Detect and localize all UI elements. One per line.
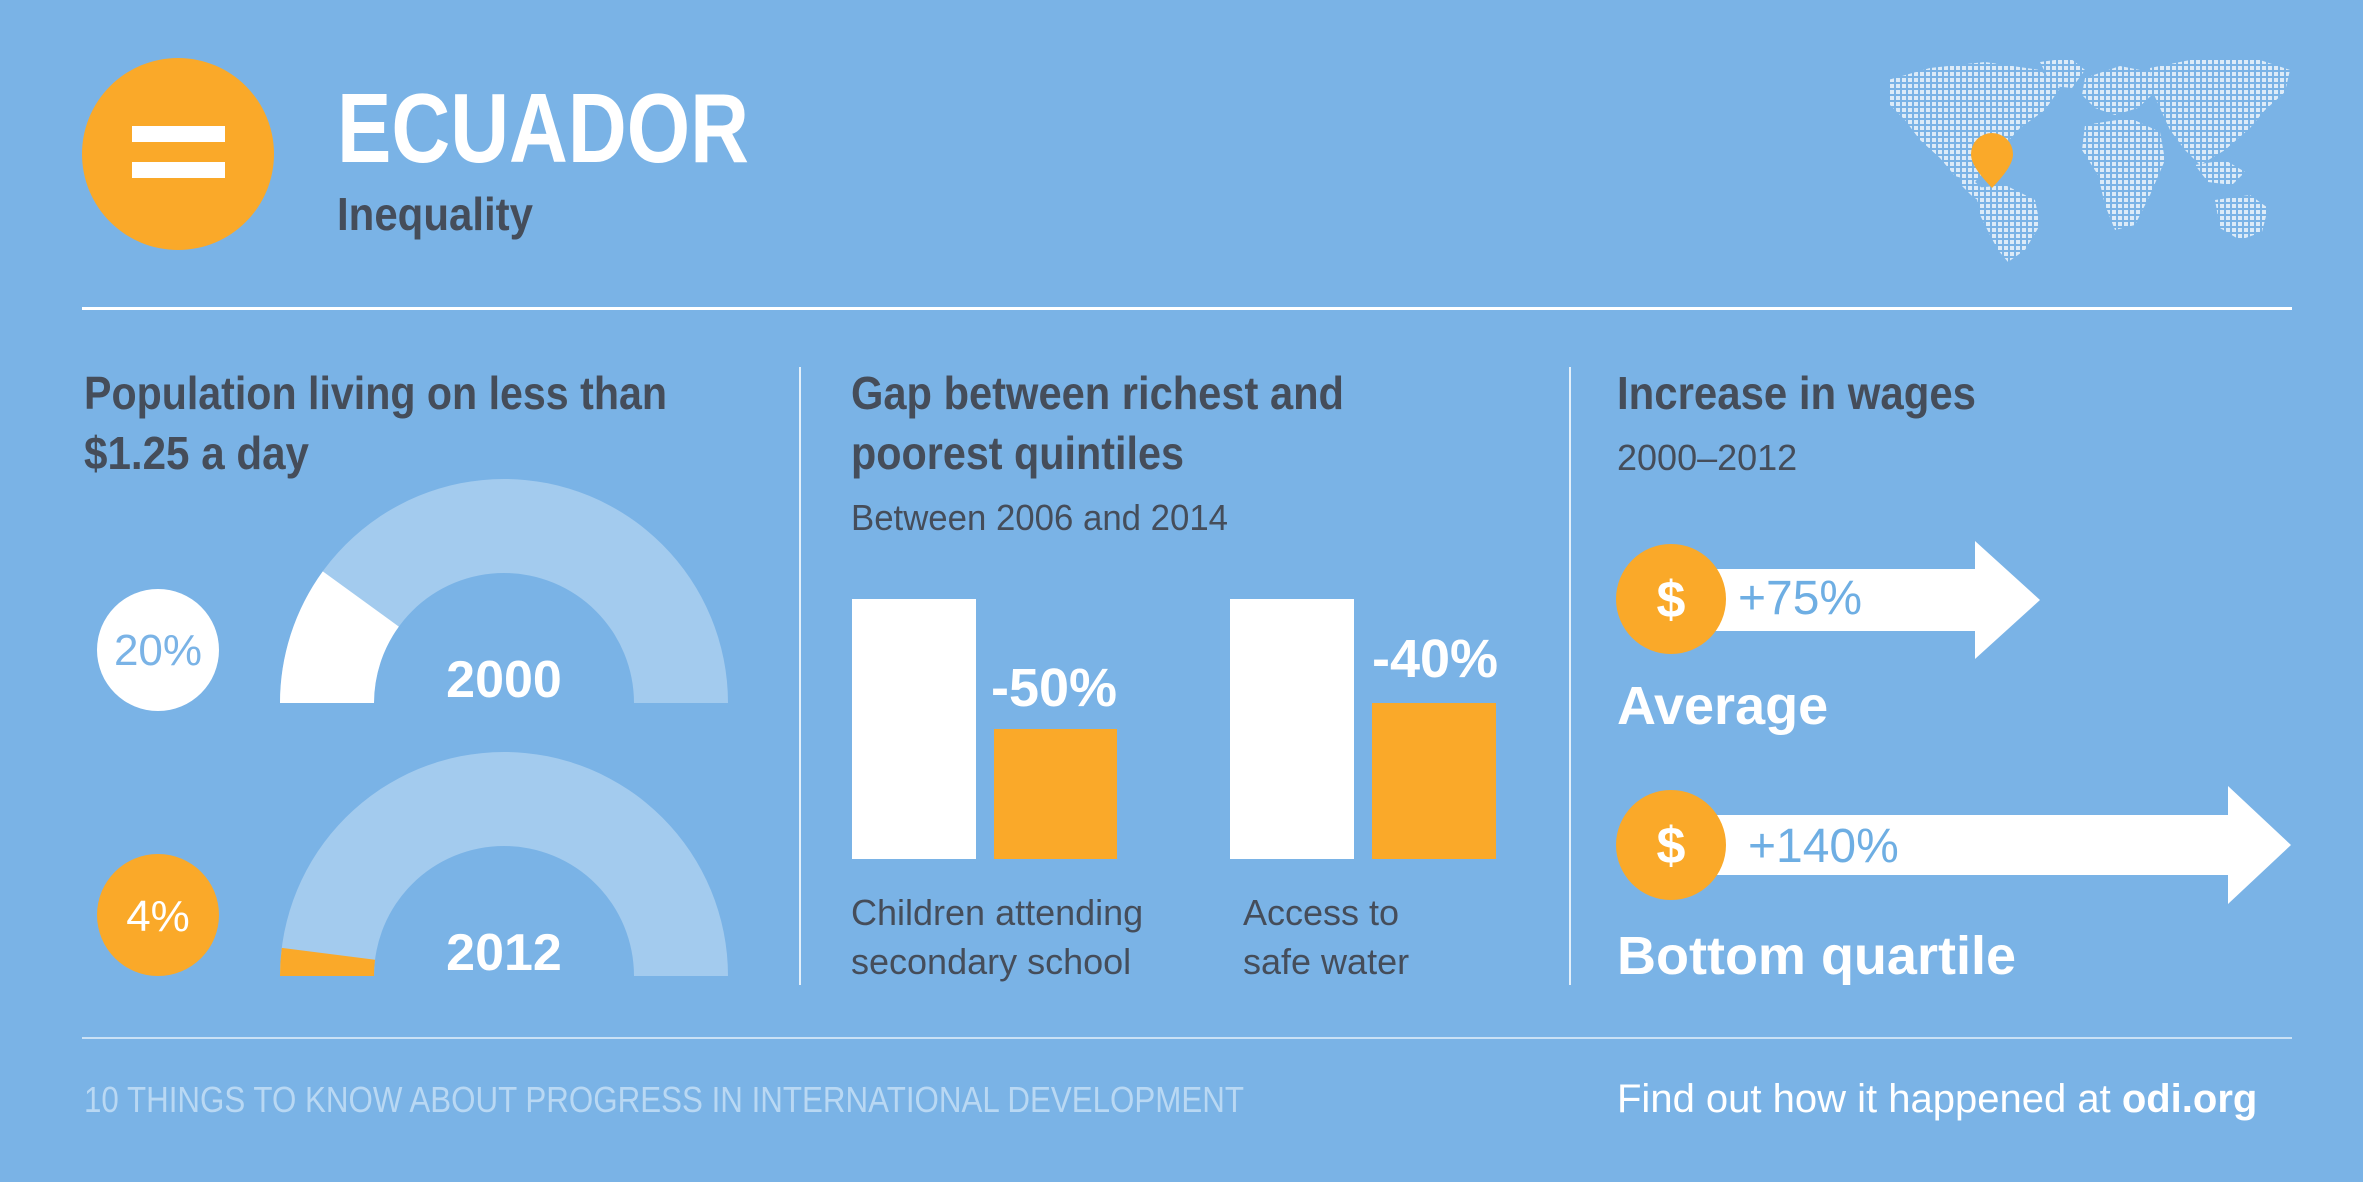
dollar-icon (1616, 544, 1726, 654)
gauge-track (280, 479, 728, 703)
wage-arrow (1705, 786, 2291, 904)
gap-subheading: Between 2006 and 2014 (851, 497, 1228, 538)
equals-icon (82, 58, 274, 250)
gap-heading: poorest quintiles (851, 427, 1184, 479)
percent-badge (97, 854, 219, 976)
poverty-heading: $1.25 a day (84, 427, 309, 479)
bar-change-label: -40% (1372, 629, 1498, 689)
wage-increase-value: +140% (1748, 820, 1899, 873)
header: ECUADOR Inequality (82, 58, 2292, 310)
percent-badge (97, 589, 219, 711)
bar-category-label: safe water (1243, 941, 1409, 982)
wages-section: Increase in wages 2000–2012 $ +75% Avera… (1616, 367, 2291, 986)
wage-increase-value: +75% (1738, 572, 1862, 625)
wages-period: 2000–2012 (1617, 437, 1797, 478)
section-divider (1569, 367, 1571, 985)
world-map-dotted-icon (1888, 58, 2290, 262)
gauge-track (280, 752, 728, 976)
poverty-heading: Population living on less than (84, 367, 667, 419)
gauge-year-label: 2000 (446, 651, 562, 709)
footer-divider (82, 1037, 2292, 1039)
bar-category-label: secondary school (851, 941, 1131, 982)
section-divider (799, 367, 801, 985)
dollar-symbol: $ (1657, 571, 1686, 629)
page-subtitle: Inequality (337, 188, 533, 240)
wage-group-label: Bottom quartile (1617, 926, 2016, 986)
footer-cta: Find out how it happened at odi.org (1617, 1077, 2257, 1121)
page-title: ECUADOR (337, 73, 749, 183)
dollar-icon (1616, 790, 1726, 900)
poverty-gauge-2012 (280, 752, 728, 976)
bar-category-label: Access to (1243, 892, 1399, 933)
bar-reduced (1372, 703, 1496, 859)
wage-arrow (1705, 541, 2040, 659)
map-pin-icon (1971, 133, 2013, 188)
gauge-fill (280, 947, 376, 976)
footer-tagline: 10 THINGS TO KNOW ABOUT PROGRESS IN INTE… (84, 1079, 1244, 1120)
wages-heading: Increase in wages (1617, 367, 1976, 419)
percent-value: 4% (126, 892, 190, 941)
bar-change-label: -50% (991, 658, 1117, 718)
footer-cta-text: Find out how it happened at (1617, 1077, 2122, 1121)
footer-link[interactable]: odi.org (2122, 1077, 2258, 1121)
dollar-symbol: $ (1657, 817, 1686, 875)
percent-value: 20% (114, 626, 202, 675)
bar-reduced (994, 729, 1117, 859)
bar-baseline (852, 599, 976, 859)
bar-category-label: Children attending (851, 892, 1143, 933)
bar-baseline (1230, 599, 1354, 859)
gauge-year-label: 2012 (446, 924, 562, 982)
header-divider (82, 307, 2292, 310)
poverty-gauge-2000 (280, 479, 728, 703)
gap-section: Gap between richest and poorest quintile… (851, 367, 1498, 982)
poverty-section: Population living on less than $1.25 a d… (84, 367, 728, 982)
gauge-fill (280, 571, 399, 703)
wage-group-label: Average (1617, 676, 1828, 736)
gap-heading: Gap between richest and (851, 367, 1344, 419)
